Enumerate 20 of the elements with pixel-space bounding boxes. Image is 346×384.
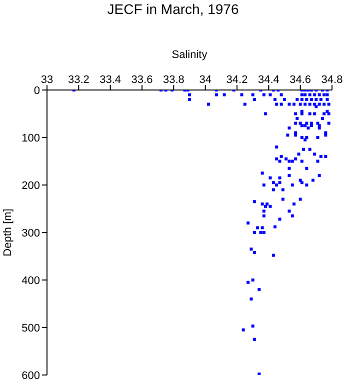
x-tick-label: 34 [199,74,212,86]
y-axis-title: Depth [m] [2,208,14,256]
x-tick-label: 33 [40,74,54,86]
y-tick-label: 100 [22,132,40,144]
y-tick-label: 0 [34,84,40,97]
x-tick-label: 34.4 [258,74,280,86]
y-tick-label: 400 [22,274,40,287]
x-tick-label: 33.8 [162,74,184,86]
y-tick-label: 300 [22,227,40,240]
x-tick-label: 33.4 [100,74,122,86]
x-tick-label: 33.2 [68,74,90,86]
x-tick-label: 34.8 [321,74,343,86]
y-tick-label: 600 [22,370,40,382]
y-tick-label: 200 [22,180,40,192]
chart-title: JECF in March, 1976 [106,0,240,18]
x-tick-label: 34.2 [226,74,248,86]
y-tick-label: 500 [22,322,40,334]
x-axis-title: Salinity [172,48,208,61]
x-tick-label: 34.6 [290,74,312,86]
x-tick-label: 33.6 [131,74,153,86]
